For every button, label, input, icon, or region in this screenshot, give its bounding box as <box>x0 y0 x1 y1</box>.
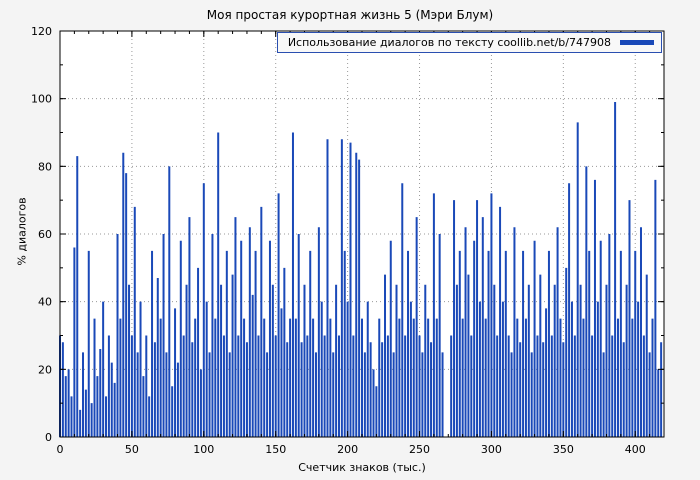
svg-text:20: 20 <box>38 363 52 376</box>
svg-text:250: 250 <box>409 443 430 456</box>
y-axis-label: % диалогов <box>15 197 29 266</box>
svg-text:50: 50 <box>125 443 139 456</box>
svg-text:400: 400 <box>625 443 646 456</box>
svg-text:0: 0 <box>45 431 52 444</box>
svg-text:80: 80 <box>38 160 52 173</box>
svg-text:0: 0 <box>57 443 64 456</box>
chart-title: Моя простая курортная жизнь 5 (Мэри Блум… <box>206 8 494 22</box>
svg-text:40: 40 <box>38 296 52 309</box>
svg-text:60: 60 <box>38 228 52 241</box>
x-axis-label: Счетчик знаков (тыс.) <box>298 461 426 474</box>
legend-series-swatch <box>620 40 654 45</box>
svg-text:100: 100 <box>31 93 52 106</box>
svg-text:150: 150 <box>265 443 286 456</box>
legend-label: Использование диалогов по тексту coollib… <box>287 36 611 49</box>
svg-text:200: 200 <box>337 443 358 456</box>
svg-text:120: 120 <box>31 25 52 38</box>
svg-text:350: 350 <box>553 443 574 456</box>
legend: Использование диалогов по тексту coollib… <box>276 32 662 53</box>
svg-text:300: 300 <box>481 443 502 456</box>
svg-text:100: 100 <box>193 443 214 456</box>
